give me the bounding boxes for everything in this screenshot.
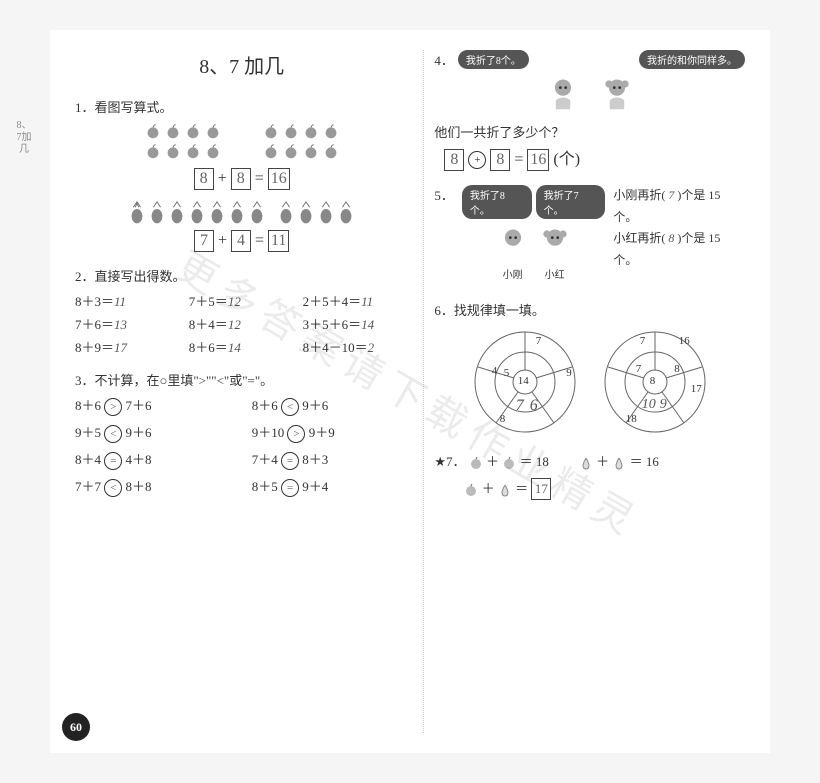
q2-item: 3＋5＋6＝14 bbox=[303, 314, 409, 333]
q4-eq: 8 + 8 = 16 (个) bbox=[444, 145, 745, 171]
q7-eq3: ＋ ＝ 17 bbox=[464, 478, 745, 500]
apple-icon bbox=[144, 122, 162, 140]
wheel-1: 14 7 9 5 4 8 7 6 bbox=[470, 327, 580, 437]
pineapple-icon bbox=[128, 200, 146, 226]
box-a: 7 bbox=[194, 230, 214, 252]
q4-num: 4． bbox=[434, 50, 454, 69]
q2-item: 2＋5＋4＝11 bbox=[303, 291, 409, 310]
q1-pineapples bbox=[75, 200, 408, 226]
q3-item: 7＋7 < 8＋8 bbox=[75, 476, 232, 497]
box-c: 16 bbox=[268, 168, 290, 190]
page: 更多答案请下载作业精灵 8、7 加几 1．看图写算式。 8 + 8 = bbox=[50, 30, 770, 753]
q3-item: 8＋6 < 9＋6 bbox=[252, 395, 409, 416]
kid-icon bbox=[537, 223, 573, 266]
q2-item: 8＋4－10＝2 bbox=[303, 337, 409, 356]
q3-label: 3．不计算，在○里填">""<"或"="。 bbox=[75, 370, 408, 389]
q3-item: 8＋6 > 7＋6 bbox=[75, 395, 232, 416]
op-plus: + bbox=[218, 170, 227, 187]
q6: 6．找规律填一填。 14 7 9 5 bbox=[434, 300, 745, 437]
apple-icon bbox=[464, 483, 478, 497]
q7-star: ★7． bbox=[434, 454, 465, 469]
q5-bubble2: 我折了7个。 bbox=[536, 185, 606, 219]
q6-wheels: 14 7 9 5 4 8 7 6 bbox=[434, 327, 745, 437]
apple-icon bbox=[502, 456, 516, 470]
q3-grid: 8＋6 > 7＋6 8＋6 < 9＋6 9＋5 < 9＋6 9＋10 > 9＋9… bbox=[75, 395, 408, 497]
kid-icon bbox=[495, 223, 531, 266]
q1-eq1: 8 + 8 = 16 bbox=[75, 168, 408, 190]
q2-item: 8＋6＝14 bbox=[189, 337, 295, 356]
q4-question: 他们一共折了多少个？ bbox=[434, 122, 745, 141]
q5-bubble1: 我折了8个。 bbox=[462, 185, 532, 219]
q7: ★7． ＋ ＝ 18 ＋ ＝ 16 ＋ ＝ 17 bbox=[434, 451, 745, 500]
q2-item: 8＋9＝17 bbox=[75, 337, 181, 356]
q2-grid: 8＋3＝11 7＋5＝12 2＋5＋4＝11 7＋6＝13 8＋4＝12 3＋5… bbox=[75, 291, 408, 356]
q3-item: 9＋10 > 9＋9 bbox=[252, 422, 409, 443]
q1: 1．看图写算式。 8 + 8 = 16 bbox=[75, 97, 408, 252]
q1-apples bbox=[75, 122, 408, 162]
q4: 4． 我折了8个。 我折的和你同样多。 他们一共折了多少个？ 8 + 8 = 1… bbox=[434, 50, 745, 171]
wheel-2: 8 7 16 7 17 18 8 9 10 bbox=[600, 327, 710, 437]
q5-num: 5． bbox=[434, 185, 454, 204]
box-b: 4 bbox=[231, 230, 251, 252]
kid-icon bbox=[545, 73, 581, 116]
q1-eq2: 7 + 4 = 11 bbox=[75, 230, 408, 252]
q4-bubble2: 我折的和你同样多。 bbox=[639, 50, 745, 69]
q2-item: 7＋5＝12 bbox=[189, 291, 295, 310]
q3-item: 9＋5 < 9＋6 bbox=[75, 422, 232, 443]
q3: 3．不计算，在○里填">""<"或"="。 8＋6 > 7＋6 8＋6 < 9＋… bbox=[75, 370, 408, 497]
pear-icon bbox=[579, 456, 593, 470]
box-b: 8 bbox=[231, 168, 251, 190]
q2-item: 7＋6＝13 bbox=[75, 314, 181, 333]
pear-icon bbox=[612, 456, 626, 470]
q2-item: 8＋4＝12 bbox=[189, 314, 295, 333]
q2: 2．直接写出得数。 8＋3＝11 7＋5＝12 2＋5＋4＝11 7＋6＝13 … bbox=[75, 266, 408, 356]
q2-label: 2．直接写出得数。 bbox=[75, 266, 408, 285]
q3-item: 8＋4 = 4＋8 bbox=[75, 449, 232, 470]
q5-text: 小刚再折( 7 )个是 15 个。 小红再折( 8 )个是 15 个。 bbox=[613, 185, 745, 271]
right-column: 4． 我折了8个。 我折的和你同样多。 他们一共折了多少个？ 8 + 8 = 1… bbox=[423, 50, 745, 733]
q1-label: 1．看图写算式。 bbox=[75, 97, 408, 116]
q6-label: 6．找规律填一填。 bbox=[434, 300, 745, 319]
page-title: 8、7 加几 bbox=[75, 50, 408, 79]
q5: 5． 我折了8个。 我折了7个。 小刚 小红 小刚再折( 7 )个是 15 个。… bbox=[434, 185, 745, 286]
kid-name: 小红 bbox=[545, 270, 565, 281]
q3-item: 7＋4 = 8＋3 bbox=[252, 449, 409, 470]
op-eq: = bbox=[255, 170, 264, 187]
apple-icon bbox=[469, 456, 483, 470]
box-c: 11 bbox=[268, 230, 289, 252]
q4-kids bbox=[434, 73, 745, 116]
pear-icon bbox=[498, 483, 512, 497]
side-tab: 8、7加几 bbox=[15, 120, 33, 156]
kid-name: 小刚 bbox=[503, 270, 523, 281]
page-number: 60 bbox=[62, 713, 90, 741]
q4-bubble1: 我折了8个。 bbox=[458, 50, 529, 69]
kid-icon bbox=[599, 73, 635, 116]
box-a: 8 bbox=[194, 168, 214, 190]
q3-item: 8＋5 = 9＋4 bbox=[252, 476, 409, 497]
left-column: 8、7 加几 1．看图写算式。 8 + 8 = 16 bbox=[75, 50, 423, 733]
q2-item: 8＋3＝11 bbox=[75, 291, 181, 310]
